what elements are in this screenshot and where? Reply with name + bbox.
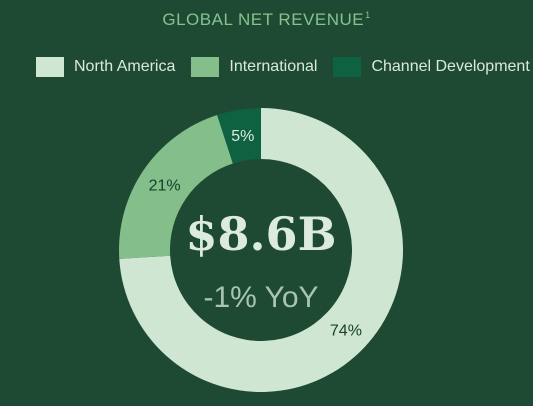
legend-item-north-america: North America (36, 57, 175, 77)
legend-swatch-international (191, 57, 220, 77)
slice-label-international: 21% (149, 178, 181, 195)
chart-legend: North America International Channel Deve… (36, 57, 530, 77)
center-subtitle: -1% YoY (203, 281, 318, 314)
slice-label-channel-development: 5% (231, 128, 254, 145)
donut-slices (119, 108, 403, 392)
donut-slice-channel-development (217, 108, 261, 164)
donut-slice-international (119, 114, 233, 259)
legend-swatch-channel-development (333, 57, 362, 77)
legend-item-international: International (191, 57, 317, 77)
legend-label-north-america: North America (74, 58, 176, 75)
slice-label-north-america: 74% (330, 323, 362, 340)
title-footnote: 1 (365, 10, 371, 20)
chart-title: GLOBAL NET REVENUE1 (0, 10, 533, 30)
legend-label-channel-development: Channel Development (371, 58, 530, 75)
legend-label-international: International (229, 58, 318, 75)
legend-swatch-north-america (36, 57, 64, 77)
legend-item-channel-development: Channel Development (333, 57, 530, 77)
center-value: $8.6B (186, 207, 337, 261)
slice-labels: 74% 21% 5% (149, 128, 362, 340)
chart-title-text: GLOBAL NET REVENUE (162, 10, 365, 29)
donut-slice-north-america (119, 108, 403, 392)
